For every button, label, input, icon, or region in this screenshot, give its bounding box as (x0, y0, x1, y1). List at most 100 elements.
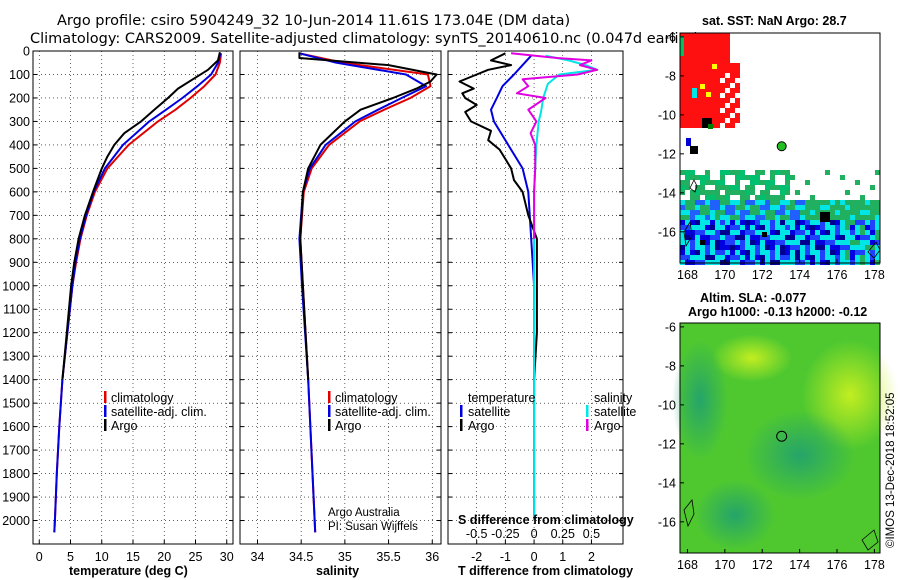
sst-cell (840, 230, 845, 235)
coastline-shape (689, 179, 698, 193)
series-line-t-argo (458, 52, 538, 380)
sst-cell (770, 235, 775, 240)
sst-cell (690, 108, 695, 113)
sst-cell (780, 195, 785, 200)
sst-cell (780, 205, 785, 210)
sst-cell (855, 235, 860, 240)
sst-cell (770, 240, 775, 245)
sst-cell (850, 255, 855, 260)
sst-cell (785, 180, 790, 185)
sst-cell (785, 220, 790, 225)
sst-cell (745, 190, 750, 195)
credit-line-2: PI: Susan Wijffels (328, 521, 418, 533)
sst-cell (800, 220, 805, 225)
sst-cell (695, 255, 700, 260)
sst-cell (685, 225, 690, 230)
sst-cell (720, 48, 725, 53)
sst-cell (700, 175, 705, 180)
sst-cell (790, 225, 795, 230)
sst-cell (820, 205, 825, 210)
sst-cell (750, 220, 755, 225)
sst-cell (680, 245, 685, 250)
sst-cell (845, 215, 850, 220)
x-tick-label: -1 (500, 550, 511, 564)
sst-cell (700, 68, 705, 73)
sst-cell (735, 68, 740, 73)
sst-cell (725, 255, 730, 260)
sst-cell (695, 43, 700, 48)
sst-cell (805, 250, 810, 255)
legend-label-s-satellite: satellite (594, 405, 636, 419)
sst-cell (695, 215, 700, 220)
legend-label-s-argo: Argo (594, 419, 620, 433)
sst-cell (725, 93, 730, 98)
sst-cell (715, 240, 720, 245)
sst-cell (725, 43, 730, 48)
sst-cell (680, 68, 685, 73)
sst-cell (860, 245, 865, 250)
sst-cell (850, 205, 855, 210)
legend-marker-s-argo (586, 419, 589, 431)
x-tick-label: 176 (827, 268, 848, 282)
temperature-plot-frame (32, 50, 234, 545)
sst-cell (720, 53, 725, 58)
sst-cell (750, 230, 755, 235)
sst-cell (715, 48, 720, 53)
sst-cell (700, 225, 705, 230)
depth-axis-labels: 0 100 200 300 400 500 600 700 800 900 1000 1100 1200… (2, 45, 30, 529)
series-line-climatology (299, 52, 432, 533)
sst-cell (855, 220, 860, 225)
legend-marker-argo (328, 419, 331, 431)
sst-cell (730, 200, 735, 205)
sst-cell (770, 205, 775, 210)
salinity-legend: climatology satellite-adj. clim. Argo (328, 391, 431, 433)
sst-cell (705, 88, 710, 93)
sst-cell (700, 235, 705, 240)
sst-cell (855, 210, 860, 215)
sst-cell (710, 98, 715, 103)
sst-cell (770, 225, 775, 230)
sst-cell (725, 235, 730, 240)
sst-cell (720, 255, 725, 260)
sst-cell (705, 68, 710, 73)
sst-cell (715, 93, 720, 98)
sst-cell (865, 210, 870, 215)
sst-cell (720, 245, 725, 250)
sst-cell (865, 215, 870, 220)
sst-cell (720, 195, 725, 200)
sst-cell (785, 255, 790, 260)
sst-cell (720, 200, 725, 205)
sst-cell (690, 43, 695, 48)
salinity-x-ticks: 34 34.5 35 35.5 36 (251, 540, 439, 564)
sst-cell (695, 245, 700, 250)
sst-cell (790, 250, 795, 255)
sst-cell (710, 215, 715, 220)
x-tick-label: 0 (36, 550, 43, 564)
sst-cell (740, 190, 745, 195)
x-tick-label: 172 (752, 558, 773, 572)
sst-cell (705, 215, 710, 220)
sst-cell (685, 170, 690, 175)
sla-high-anomaly (712, 334, 792, 382)
sst-cell (755, 255, 760, 260)
sst-cell (725, 245, 730, 250)
sst-cell (810, 195, 815, 200)
sst-cell (795, 210, 800, 215)
sst-cell (765, 225, 770, 230)
sla-low-anomaly (745, 410, 855, 500)
sst-cell (860, 230, 865, 235)
sst-cell (845, 190, 850, 195)
y-tick-label: 300 (9, 115, 30, 129)
sst-cell (805, 200, 810, 205)
sst-cell (765, 235, 770, 240)
sst-cell (720, 38, 725, 43)
sst-cell (795, 215, 800, 220)
sst-cell (815, 220, 820, 225)
sst-cell (725, 170, 730, 175)
sst-cell (790, 215, 795, 220)
x-tick-label: 174 (789, 268, 810, 282)
sst-cell (830, 215, 835, 220)
sst-cell (715, 235, 720, 240)
sst-cell (775, 200, 780, 205)
sst-cell (715, 73, 720, 78)
